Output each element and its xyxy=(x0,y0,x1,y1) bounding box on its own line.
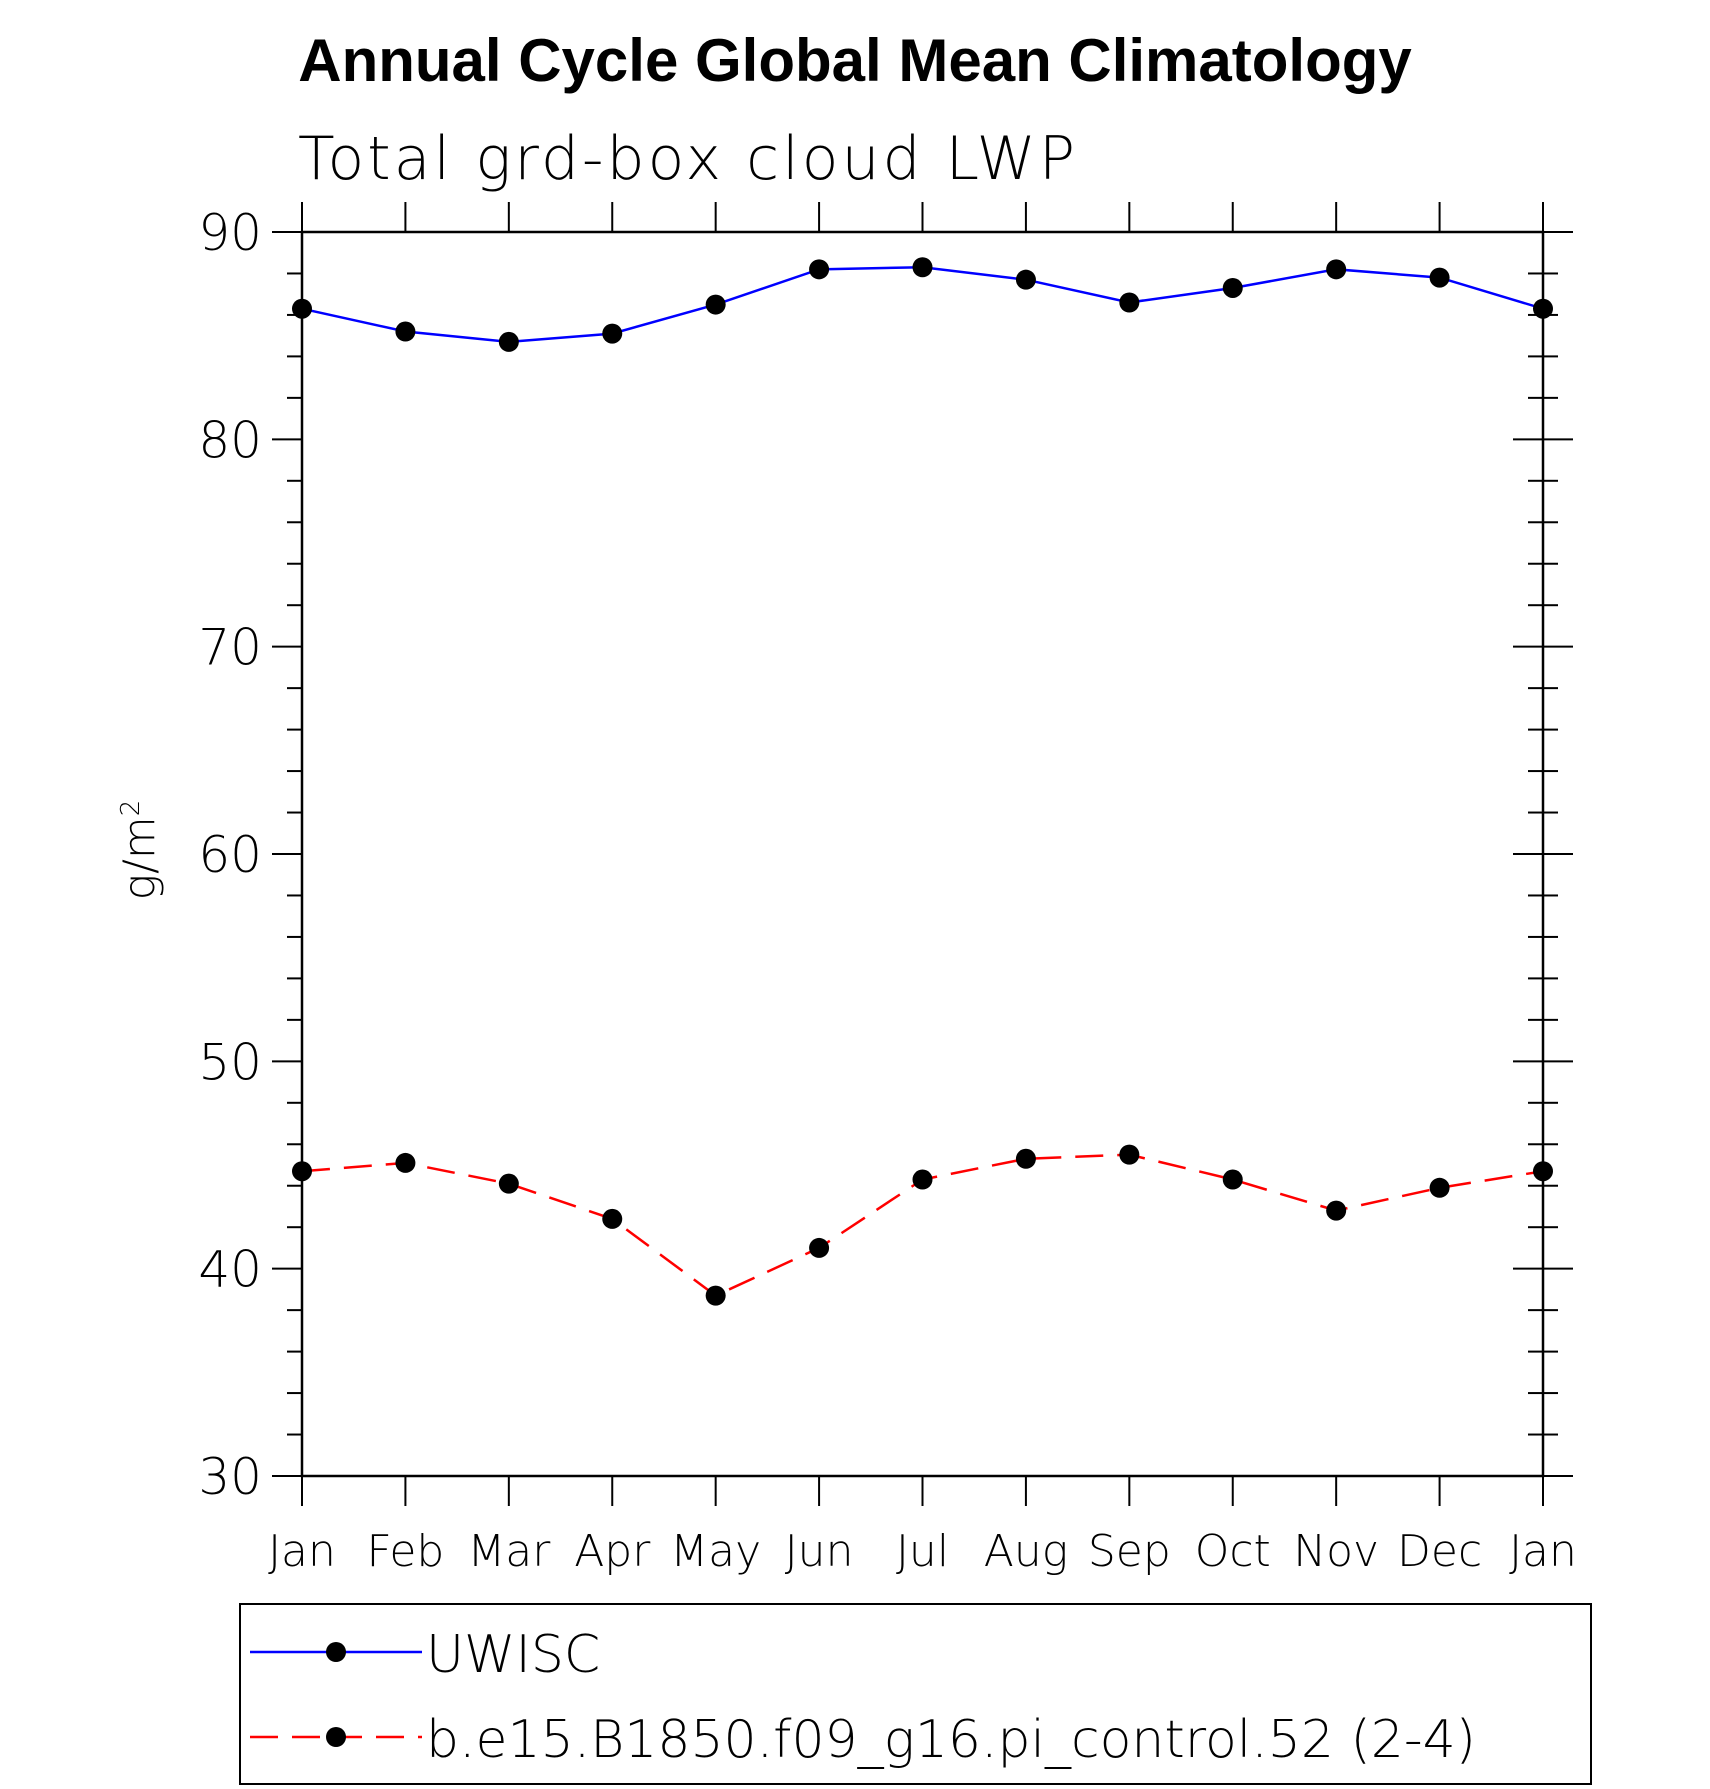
x-tick-label: Jun xyxy=(785,1526,854,1577)
x-tick-label: Oct xyxy=(1195,1526,1271,1577)
x-tick-label: Jan xyxy=(1509,1526,1577,1577)
y-tick-label: 50 xyxy=(198,1033,262,1091)
data-point xyxy=(395,1152,416,1173)
plot-border xyxy=(300,230,1545,1478)
data-point xyxy=(292,1161,312,1182)
legend-swatch-marker xyxy=(326,1727,346,1747)
data-point xyxy=(1533,298,1553,319)
x-tick-label: Jan xyxy=(268,1526,336,1577)
x-tick-label: Feb xyxy=(366,1526,444,1577)
data-point xyxy=(1533,1161,1553,1182)
data-point xyxy=(498,1173,519,1194)
x-tick-label: Mar xyxy=(467,1526,551,1577)
legend-box xyxy=(239,1603,1592,1785)
x-tick-label: Sep xyxy=(1088,1526,1171,1577)
x-axis: Jan Feb Mar Apr May Jun Jul Aug Sep Oct Nov Dec Jan xyxy=(268,202,1577,1577)
y-tick-label: 30 xyxy=(198,1448,262,1506)
data-point xyxy=(1119,1144,1140,1165)
data-point xyxy=(292,298,312,319)
y-tick-label: 70 xyxy=(198,619,262,677)
x-tick-label: Aug xyxy=(984,1526,1068,1577)
chart-subtitle: Total grd-box cloud LWP xyxy=(298,124,1079,194)
plot-frame xyxy=(300,230,1545,1478)
x-tick-label: Jul xyxy=(896,1526,949,1577)
legend-label-2: b.e15.B1850.f09_g16.pi_control.52 (2-4) xyxy=(426,1710,1476,1770)
y-tick-label: 90 xyxy=(198,204,262,262)
data-point xyxy=(1222,1169,1243,1190)
series-line-1 xyxy=(301,265,1544,344)
y-axis: 30 40 50 60 70 80 90 xyxy=(198,204,1573,1506)
x-tick-label: Apr xyxy=(574,1526,651,1577)
data-point xyxy=(1119,292,1140,313)
data-point xyxy=(809,259,830,280)
data-point xyxy=(1222,277,1243,298)
data-point xyxy=(705,294,726,315)
legend-swatch-marker xyxy=(326,1642,346,1662)
data-point xyxy=(1015,1148,1036,1169)
data-point xyxy=(1326,1200,1347,1221)
chart-title: Annual Cycle Global Mean Climatology xyxy=(298,27,1412,94)
data-point xyxy=(1326,259,1347,280)
data-point xyxy=(912,257,933,278)
data-point xyxy=(809,1237,830,1258)
data-point xyxy=(1429,267,1450,288)
data-point xyxy=(395,321,416,342)
y-tick-label: 60 xyxy=(198,826,262,884)
x-tick-label: May xyxy=(670,1526,761,1577)
legend: UWISC b.e15.B1850.f09_g16.pi_control.52 (… xyxy=(239,1603,1592,1785)
data-point xyxy=(498,331,519,352)
legend-label-1: UWISC xyxy=(426,1625,600,1685)
y-tick-label: 40 xyxy=(198,1241,262,1299)
data-point xyxy=(602,323,623,344)
series-layer xyxy=(292,257,1553,1306)
data-point xyxy=(1015,269,1036,290)
y-tick-label: 80 xyxy=(198,411,262,469)
data-point xyxy=(912,1169,933,1190)
data-point xyxy=(602,1208,623,1229)
data-point xyxy=(1429,1177,1450,1198)
data-point xyxy=(705,1285,726,1306)
x-tick-label: Dec xyxy=(1397,1526,1482,1577)
x-tick-label: Nov xyxy=(1293,1526,1379,1577)
